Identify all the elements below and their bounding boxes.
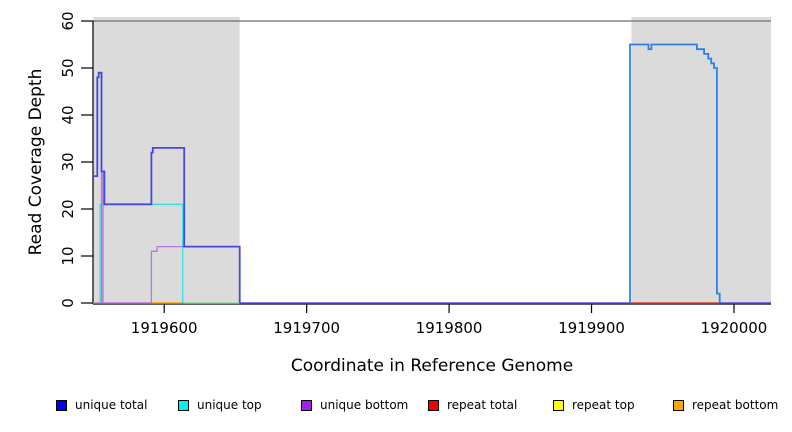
y-tick-label: 0	[59, 298, 77, 308]
x-axis-label: Coordinate in Reference Genome	[290, 356, 574, 376]
legend-swatch-icon	[301, 399, 312, 411]
legend-swatch-icon	[178, 399, 189, 411]
y-tick-label: 40	[59, 105, 77, 124]
legend-item-unique-top: unique top	[178, 398, 262, 412]
x-tick-label: 1920000	[701, 319, 768, 337]
legend-item-repeat-top: repeat top	[553, 398, 635, 412]
x-tick-label: 1919700	[273, 319, 340, 337]
series-unique-total-right-blue	[629, 43, 721, 303]
legend-label: unique total	[75, 398, 148, 412]
y-axis-label: Read Coverage Depth	[26, 68, 46, 256]
y-tick-label: 50	[59, 58, 77, 77]
y-tick-label: 10	[59, 246, 77, 265]
legend-label: repeat top	[572, 398, 635, 412]
legend-label: repeat total	[447, 398, 518, 412]
legend-label: unique top	[197, 398, 262, 412]
legend-item-unique-bottom: unique bottom	[301, 398, 408, 412]
legend-item-unique-total: unique total	[56, 398, 147, 412]
legend: unique total unique top unique bottom repea…	[0, 398, 792, 418]
x-tick-label: 1919800	[416, 319, 483, 337]
legend-swatch-icon	[673, 399, 684, 411]
legend-label: unique bottom	[320, 398, 409, 412]
legend-label: repeat bottom	[692, 398, 779, 412]
x-tick-label: 1919600	[131, 319, 198, 337]
y-tick-label: 30	[59, 152, 77, 171]
right-gray-region	[631, 17, 771, 304]
y-tick-label: 60	[59, 11, 77, 30]
x-tick-label: 1919900	[558, 319, 625, 337]
y-tick-label: 20	[59, 199, 77, 218]
legend-swatch-icon	[428, 399, 439, 411]
legend-swatch-icon	[56, 399, 67, 411]
legend-swatch-icon	[553, 399, 564, 411]
left-gray-region	[93, 17, 240, 304]
legend-item-repeat-bottom: repeat bottom	[673, 398, 778, 412]
series-unique-total-left-blue	[93, 71, 241, 303]
legend-item-repeat-total: repeat total	[428, 398, 517, 412]
